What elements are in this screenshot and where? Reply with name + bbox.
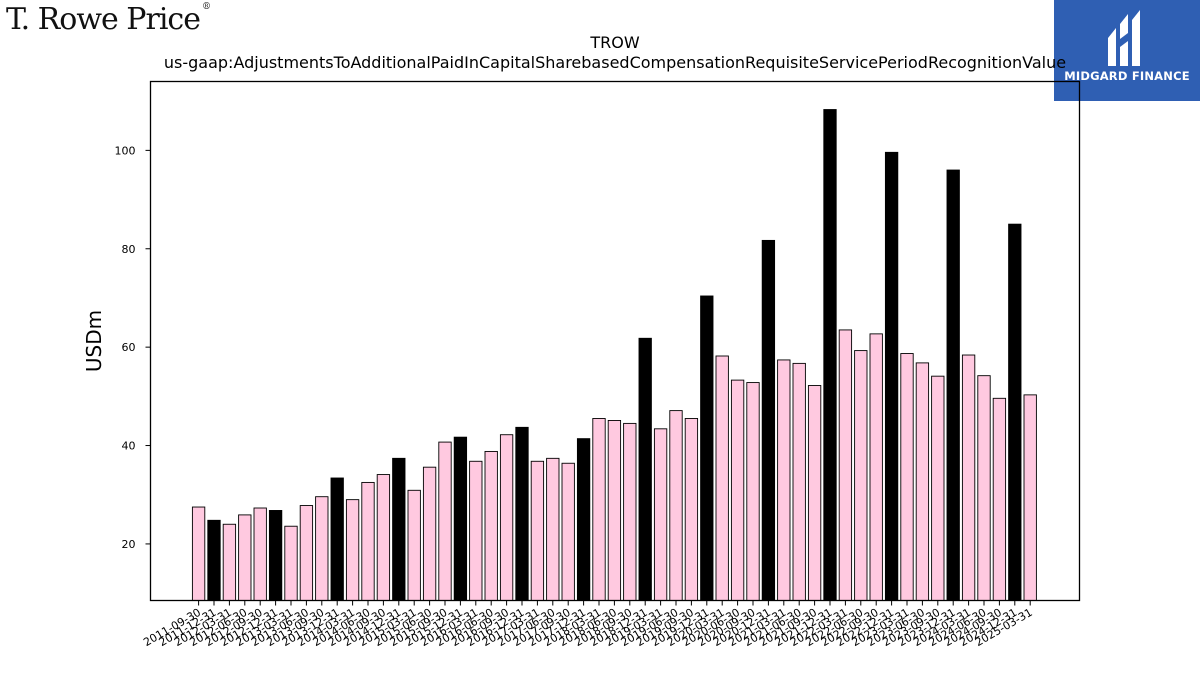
y-tick-label: 80 [122, 243, 136, 256]
bar [576, 438, 591, 601]
bar [422, 466, 437, 601]
bar [854, 350, 868, 601]
bar [438, 441, 452, 601]
y-tick-label: 20 [122, 538, 136, 551]
y-tick-label: 60 [122, 341, 136, 354]
bar [638, 337, 652, 601]
y-tick-label: 100 [115, 144, 136, 157]
bar [869, 333, 883, 601]
bar [1008, 223, 1022, 601]
bar [838, 329, 853, 601]
bar [684, 418, 699, 601]
bar [299, 505, 314, 601]
midgard-m-logo-icon [1108, 10, 1140, 66]
bar [931, 375, 945, 601]
bar [823, 109, 837, 601]
bar [561, 462, 575, 601]
bar [700, 295, 714, 601]
bar [530, 460, 545, 601]
bar [284, 525, 298, 601]
bar [191, 506, 206, 601]
bar [315, 496, 329, 601]
bar [807, 385, 822, 601]
bar [207, 519, 221, 601]
bar [499, 434, 514, 601]
bar [1023, 394, 1037, 601]
bar [238, 514, 252, 601]
bar [253, 507, 267, 601]
bar [453, 436, 468, 601]
bar [715, 355, 729, 601]
bar [653, 428, 668, 601]
plot-frame [149, 80, 1081, 602]
bar [546, 457, 560, 601]
t-rowe-price-logo: T. Rowe Price ® [6, 2, 211, 37]
bar [761, 239, 776, 601]
y-axis-label: USDm [82, 310, 106, 372]
bar [222, 523, 237, 601]
bar [515, 426, 529, 601]
bar [961, 354, 976, 601]
bar [792, 362, 806, 601]
midgard-finance-logo: MIDGARD FINANCE [1054, 0, 1200, 101]
bar [946, 169, 960, 601]
x-axis: 2011-09-302011-12-312012-03-312012-06-30… [141, 600, 1035, 649]
chart-title: TROW [590, 33, 640, 52]
bar [884, 151, 899, 601]
bar [669, 410, 683, 601]
y-axis: 20 40 60 80 100 [115, 144, 151, 551]
bar [730, 379, 745, 601]
bar [977, 375, 991, 601]
bar [746, 382, 760, 601]
bar [592, 418, 606, 601]
bar [376, 474, 391, 601]
bar [900, 353, 914, 601]
chart-subtitle: us-gaap:AdjustmentsToAdditionalPaidInCap… [163, 53, 1067, 72]
y-tick-label: 40 [122, 440, 136, 453]
registered-mark: ® [201, 2, 211, 12]
bar [484, 450, 498, 601]
bar [915, 362, 930, 601]
bar [392, 457, 406, 601]
bar [407, 489, 421, 601]
bar [777, 359, 791, 601]
bar [330, 477, 344, 601]
logo-text: T. Rowe Price [6, 2, 201, 37]
bar [469, 460, 483, 601]
bar [607, 420, 622, 601]
bar [268, 510, 283, 601]
bar [345, 499, 360, 601]
bar [992, 397, 1007, 601]
bar-series [191, 109, 1037, 601]
bar [623, 422, 637, 601]
bar [361, 481, 375, 601]
logo-text: MIDGARD FINANCE [1064, 69, 1190, 83]
